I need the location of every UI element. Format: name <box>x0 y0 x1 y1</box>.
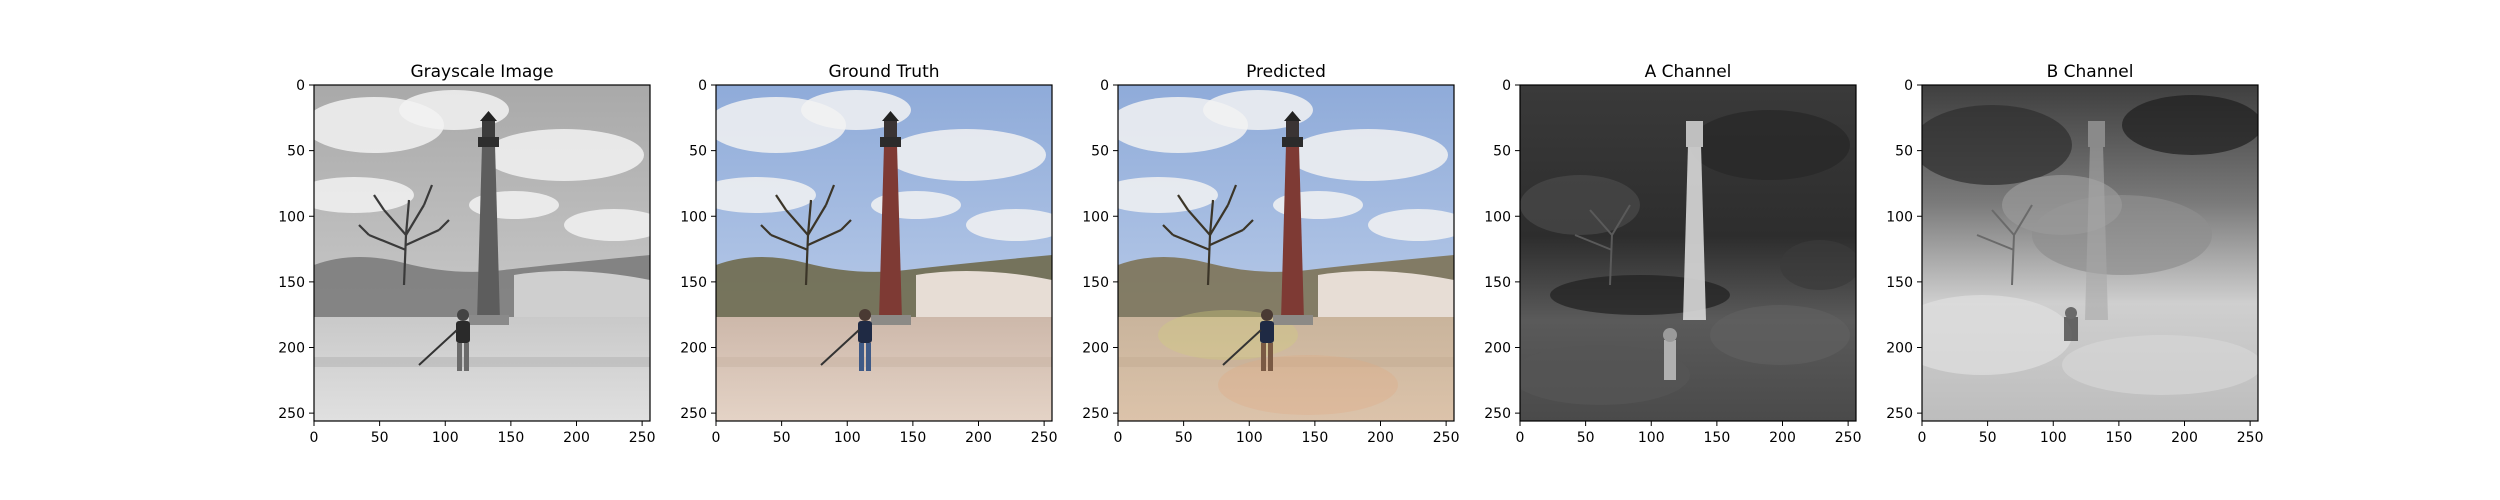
x-tick-label: 200 <box>2171 430 2198 446</box>
x-tick-label: 0 <box>1918 430 1927 446</box>
y-tick-label: 150 <box>278 275 305 291</box>
x-tick-label: 50 <box>1577 430 1595 446</box>
y-tick-label: 50 <box>287 144 305 160</box>
subplot-a: A Channel 0 50 100 150 200 250 0 50 100 150 200 250 <box>1484 62 1861 446</box>
y-tick-label: 0 <box>698 78 707 94</box>
x-tick-label: 0 <box>1114 430 1123 446</box>
subplot-color: Ground Truth 0 50 100 150 200 250 0 50 100 150 200 2… <box>680 62 1058 446</box>
y-tick-label: 150 <box>1484 275 1511 291</box>
subplot-image <box>716 85 1052 421</box>
y-tick-label: 0 <box>1100 78 1109 94</box>
subplot-title: Grayscale Image <box>410 62 553 82</box>
subplot-image <box>1118 85 1454 421</box>
subplot-image <box>1922 85 2258 421</box>
x-tick-label: 0 <box>712 430 721 446</box>
y-tick-label: 50 <box>1493 144 1511 160</box>
y-tick-label: 0 <box>296 78 305 94</box>
subplot-image <box>314 85 650 421</box>
x-tick-label: 200 <box>1367 430 1394 446</box>
x-tick-label: 100 <box>432 430 459 446</box>
x-tick-label: 200 <box>563 430 590 446</box>
axes-frame <box>1921 84 2259 422</box>
y-tick-label: 250 <box>680 406 707 422</box>
y-tick-label: 200 <box>1484 341 1511 357</box>
y-tick-label: 50 <box>689 144 707 160</box>
subplot-image <box>1520 85 1856 421</box>
x-tick-label: 50 <box>1175 430 1193 446</box>
y-tick-label: 150 <box>680 275 707 291</box>
subplot-title: Predicted <box>1246 62 1326 82</box>
y-tick-label: 100 <box>1484 209 1511 225</box>
x-tick-label: 100 <box>834 430 861 446</box>
y-tick-label: 150 <box>1082 275 1109 291</box>
x-tick-label: 50 <box>1979 430 1997 446</box>
x-tick-label: 50 <box>371 430 389 446</box>
x-tick-label: 150 <box>900 430 927 446</box>
y-tick-label: 200 <box>680 341 707 357</box>
x-tick-label: 200 <box>1769 430 1796 446</box>
y-tick-label: 250 <box>1082 406 1109 422</box>
axes-frame <box>313 84 651 422</box>
subplot-title: Ground Truth <box>828 62 939 82</box>
x-tick-label: 50 <box>773 430 791 446</box>
x-tick-label: 0 <box>1516 430 1525 446</box>
y-tick-label: 250 <box>1484 406 1511 422</box>
x-tick-label: 250 <box>1433 430 1460 446</box>
y-tick-label: 150 <box>1886 275 1913 291</box>
axes-frame <box>715 84 1053 422</box>
subplot-b: B Channel 0 50 100 150 200 250 0 50 100 150 200 250 <box>1886 62 2263 446</box>
y-tick-label: 50 <box>1091 144 1109 160</box>
y-tick-label: 250 <box>278 406 305 422</box>
x-tick-label: 250 <box>1835 430 1862 446</box>
x-tick-label: 150 <box>2106 430 2133 446</box>
subplot-gray: Grayscale Image 0 50 100 150 200 250 0 50 100 150 2… <box>278 62 656 446</box>
subplot-pred: Predicted 0 50 100 150 200 250 0 50 100 150 200 250 <box>1082 62 1460 446</box>
x-tick-label: 100 <box>2040 430 2067 446</box>
y-tick-label: 100 <box>680 209 707 225</box>
y-tick-label: 100 <box>1082 209 1109 225</box>
x-tick-label: 100 <box>1638 430 1665 446</box>
subplot-title: A Channel <box>1645 62 1732 82</box>
subplot-title: B Channel <box>2047 62 2134 82</box>
y-tick-label: 0 <box>1502 78 1511 94</box>
y-tick-label: 50 <box>1895 144 1913 160</box>
x-tick-label: 0 <box>310 430 319 446</box>
y-tick-label: 100 <box>1886 209 1913 225</box>
y-tick-label: 200 <box>278 341 305 357</box>
x-tick-label: 250 <box>629 430 656 446</box>
y-tick-label: 250 <box>1886 406 1913 422</box>
y-tick-label: 0 <box>1904 78 1913 94</box>
x-tick-label: 150 <box>1704 430 1731 446</box>
x-tick-label: 150 <box>1302 430 1329 446</box>
x-tick-label: 200 <box>965 430 992 446</box>
x-tick-label: 100 <box>1236 430 1263 446</box>
axes-frame <box>1117 84 1455 422</box>
axes-frame <box>1519 84 1857 422</box>
x-tick-label: 250 <box>1031 430 1058 446</box>
x-tick-label: 150 <box>498 430 525 446</box>
x-tick-label: 250 <box>2237 430 2264 446</box>
y-tick-label: 100 <box>278 209 305 225</box>
y-tick-label: 200 <box>1886 341 1913 357</box>
y-tick-label: 200 <box>1082 341 1109 357</box>
